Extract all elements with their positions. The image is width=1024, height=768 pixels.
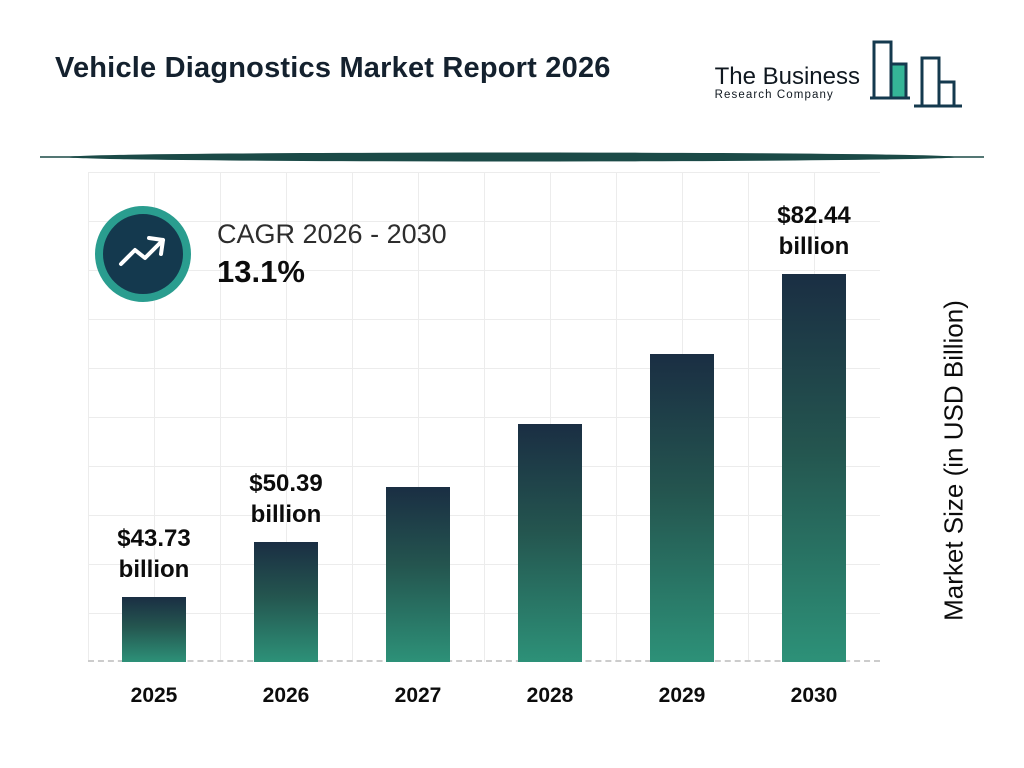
cagr-text: CAGR 2026 - 2030 13.1% [217,219,447,290]
bar-2029 [650,354,714,662]
x-tick-2027: 2027 [394,684,442,707]
trend-up-icon [95,206,191,302]
chart-baseline [88,660,880,662]
x-tick-2029: 2029 [658,684,706,707]
x-tick-2028: 2028 [526,684,574,707]
company-logo: The Business Research Company [715,38,966,120]
value-label-amount: $43.73 [117,524,191,552]
x-tick-2030: 2030 [790,684,838,707]
bar-group-2029: 2029 [616,172,748,707]
cagr-label: CAGR 2026 - 2030 [217,218,447,249]
bar-group-2026: $50.39 billion 2026 [220,172,352,707]
value-label-unit: billion [778,232,850,260]
value-label-unit: billion [118,555,190,583]
logo-text: The Business Research Company [715,64,860,101]
value-label-amount: $50.39 [249,469,323,497]
y-axis-label: Market Size (in USD Billion) [938,300,969,621]
bar-2028 [518,424,582,662]
value-label-2026: $50.39 billion [196,468,376,530]
bar-group-2025: $43.73 billion 2025 [88,172,220,707]
cagr-badge: CAGR 2026 - 2030 13.1% [95,206,447,302]
x-tick-2026: 2026 [262,684,310,707]
x-tick-2025: 2025 [130,684,178,707]
logo-text-secondary: Research Company [714,89,834,102]
value-label-unit: billion [250,500,322,528]
logo-text-primary: The Business [714,63,860,90]
cagr-value: 13.1% [217,253,305,289]
bar-2025 [122,597,186,662]
bar-chart: $43.73 billion 2025 $50.39 billion 2026 2027 20… [88,172,880,707]
value-label-2025: $43.73 billion [64,523,244,585]
bar-group-2028: 2028 [484,172,616,707]
bar-group-2030: $82.44 billion 2030 [748,172,880,707]
bar-2026 [254,542,318,662]
bar-chart-logo-icon [870,40,962,108]
page-title: Vehicle Diagnostics Market Report 2026 [55,52,611,84]
value-label-2030: $82.44 billion [724,200,904,262]
value-label-amount: $82.44 [777,201,851,229]
bar-2027 [386,487,450,662]
divider-line [40,152,984,162]
bar-2030 [782,274,846,662]
chart-grid [88,172,880,662]
bar-group-2027: 2027 [352,172,484,707]
